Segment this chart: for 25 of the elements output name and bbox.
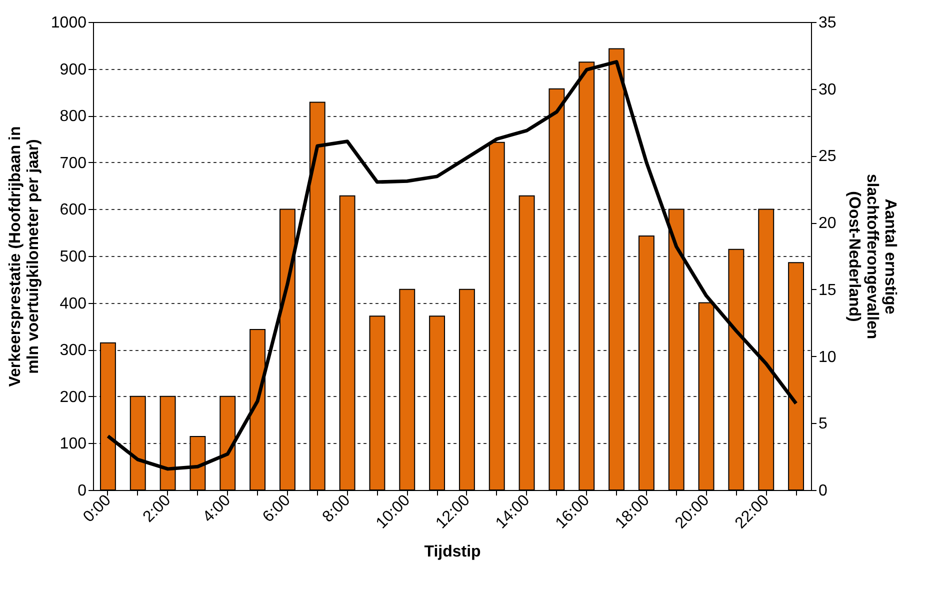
y-axis-title: Verkeersprestatie (Hoofdrijbaan in mln voertuigkilometer per jaar) [6, 126, 42, 387]
y2-tick-label: 35 [818, 14, 836, 32]
x-tick-label: 4:00 [200, 492, 234, 526]
y2-tick-label: 30 [818, 81, 836, 98]
x-axis-title: Tijdstip [424, 543, 482, 560]
y-tick-label: 200 [60, 388, 87, 406]
y2-tick-label: 10 [818, 348, 836, 366]
y-tick-label: 900 [60, 61, 87, 78]
x-tick-label: 6:00 [260, 492, 294, 526]
y2-tick-label: 20 [818, 215, 836, 232]
y-tick-label: 600 [60, 202, 87, 219]
y-tick-label: 300 [60, 342, 87, 360]
y2-tick-label: 0 [818, 482, 828, 500]
y-tick-label: 400 [60, 295, 87, 312]
x-tick-label: 8:00 [320, 492, 354, 526]
y-tick-label: 700 [60, 154, 87, 172]
y-tick-label: 800 [60, 108, 87, 126]
y-tick-label: 0 [78, 482, 87, 500]
y-tick-label: 100 [60, 436, 87, 453]
y-tick-label: 500 [60, 248, 87, 266]
y2-tick-label: 15 [818, 282, 836, 299]
y2-tick-label: 25 [818, 148, 836, 166]
y-tick-label: 1000 [50, 14, 87, 32]
y2-axis-title: Aantal ernstige slachtofferongevallen (Oost-Nederland) [845, 174, 898, 340]
y2-tick-label: 5 [818, 416, 828, 433]
